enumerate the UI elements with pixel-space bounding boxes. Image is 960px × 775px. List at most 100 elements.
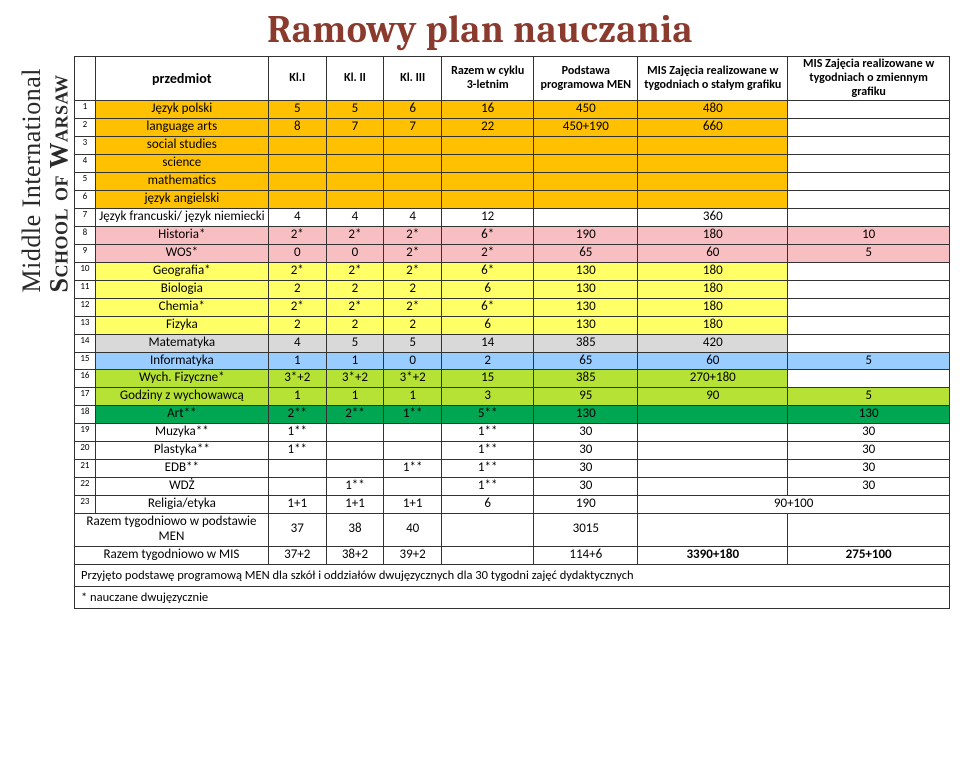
cell: 17 — [75, 388, 96, 406]
cell: 1** — [326, 478, 384, 496]
cell — [384, 424, 442, 442]
school-logo-text: Middle International School of Warsaw — [18, 68, 73, 292]
table-row: 5mathematics — [75, 173, 950, 191]
cell: 1** — [442, 478, 534, 496]
cell: 9 — [75, 244, 96, 262]
cell — [268, 137, 326, 155]
cell: 6* — [442, 226, 534, 244]
cell: WDŻ — [95, 478, 268, 496]
cell: 2* — [326, 262, 384, 280]
cell: 2 — [384, 316, 442, 334]
cell — [268, 155, 326, 173]
cell: 23 — [75, 496, 96, 514]
cell: 60 — [638, 244, 788, 262]
table-row: 21EDB**1**1**3030 — [75, 460, 950, 478]
cell: 2 — [268, 280, 326, 298]
cell — [326, 442, 384, 460]
col-num — [75, 57, 96, 101]
cell: mathematics — [95, 173, 268, 191]
cell: 2* — [384, 262, 442, 280]
cell — [326, 155, 384, 173]
cell: 20 — [75, 442, 96, 460]
cell: 5 — [75, 173, 96, 191]
cell: 6 — [75, 191, 96, 209]
cell: 180 — [638, 280, 788, 298]
table-row: 7Język francuski/ język niemiecki4441236… — [75, 209, 950, 227]
col-k2: Kl. II — [326, 57, 384, 101]
cell: 2** — [326, 406, 384, 424]
col-mis2: MIS Zajęcia realizowane w tygodniach o z… — [788, 57, 950, 101]
cell: Chemia* — [95, 298, 268, 316]
col-subject: przedmiot — [95, 57, 268, 101]
cell: 130 — [534, 262, 638, 280]
cell: 4 — [384, 209, 442, 227]
table-row: 10Geografia*2*2*2*6*130180 — [75, 262, 950, 280]
cell — [534, 191, 638, 209]
cell: 130 — [534, 298, 638, 316]
cell: 1** — [268, 442, 326, 460]
table-row: 4science — [75, 155, 950, 173]
cell: 3*+2 — [384, 370, 442, 388]
cell: 4 — [326, 209, 384, 227]
cell — [534, 209, 638, 227]
col-k1: Kl.I — [268, 57, 326, 101]
table-sum-row: Razem tygodniowo w MIS37+238+239+2114+63… — [75, 546, 950, 564]
cell: 16 — [75, 370, 96, 388]
cell: 30 — [534, 478, 638, 496]
table-row: 17Godziny z wychowawcą111395905 — [75, 388, 950, 406]
cell: Historia* — [95, 226, 268, 244]
cell: Religia/etyka — [95, 496, 268, 514]
cell: 6 — [442, 496, 534, 514]
cell: 6 — [442, 280, 534, 298]
cell: 5 — [326, 101, 384, 119]
cell: 1 — [75, 101, 96, 119]
cell: 1** — [442, 442, 534, 460]
cell: 2* — [384, 298, 442, 316]
cell: Geografia* — [95, 262, 268, 280]
cell: 1** — [384, 460, 442, 478]
cell: 2* — [268, 298, 326, 316]
cell: 21 — [75, 460, 96, 478]
cell: 2* — [326, 298, 384, 316]
cell: 130 — [788, 406, 950, 424]
cell — [326, 191, 384, 209]
cell: 30 — [534, 460, 638, 478]
cell: 3390+180 — [638, 546, 788, 564]
cell: 180 — [638, 226, 788, 244]
cell: 12 — [75, 298, 96, 316]
cell: 660 — [638, 119, 788, 137]
table-row: 16Wych. Fizyczne*3*+23*+23*+215385270+18… — [75, 370, 950, 388]
cell — [326, 173, 384, 191]
cell: 11 — [75, 280, 96, 298]
cell: 6 — [442, 316, 534, 334]
table-row: 3social studies — [75, 137, 950, 155]
table-row: 19Muzyka**1**1**3030 — [75, 424, 950, 442]
cell: 1 — [326, 352, 384, 370]
cell — [638, 155, 788, 173]
cell: 16 — [442, 101, 534, 119]
cell: Język francuski/ język niemiecki — [95, 209, 268, 227]
cell: 360 — [638, 209, 788, 227]
cell — [638, 137, 788, 155]
table-row: 9WOS*002*2*65605 — [75, 244, 950, 262]
cell — [268, 173, 326, 191]
cell: 13 — [75, 316, 96, 334]
cell: 65 — [534, 244, 638, 262]
curriculum-table: przedmiot Kl.I Kl. II Kl. III Razem w cy… — [74, 56, 950, 565]
cell: 385 — [534, 370, 638, 388]
cell: 65 — [534, 352, 638, 370]
cell: 1** — [442, 424, 534, 442]
cell: science — [95, 155, 268, 173]
cell: 90 — [638, 388, 788, 406]
cell — [788, 155, 950, 173]
table-row: 6język angielski — [75, 191, 950, 209]
cell: 270+180 — [638, 370, 788, 388]
cell: 14 — [442, 334, 534, 352]
cell: 12 — [442, 209, 534, 227]
cell: 1+1 — [326, 496, 384, 514]
cell: 30 — [788, 478, 950, 496]
logo-line1: Middle International — [17, 68, 46, 292]
cell: 5 — [326, 334, 384, 352]
cell-merged: 90+100 — [638, 496, 950, 514]
cell: language arts — [95, 119, 268, 137]
